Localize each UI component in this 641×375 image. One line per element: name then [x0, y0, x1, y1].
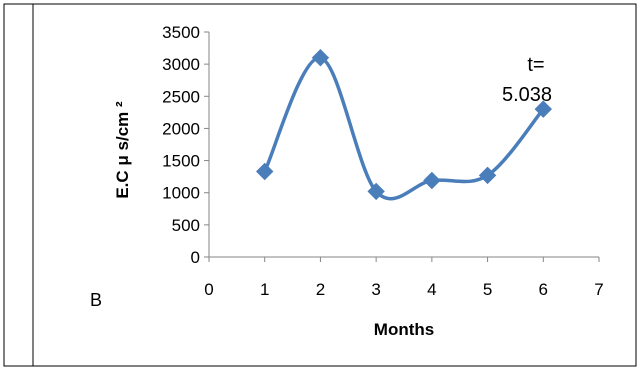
- data-point-marker: [256, 162, 274, 181]
- y-tick-label: 500: [172, 216, 200, 235]
- y-axis: 0 500 1000 1500 2000 2500 3000 3500: [162, 23, 210, 267]
- x-tick-label: 4: [427, 280, 436, 299]
- series: [256, 49, 552, 201]
- y-tick-label: 2500: [162, 87, 200, 106]
- data-point-marker: [311, 49, 330, 67]
- y-tick-label: 3000: [162, 55, 200, 74]
- x-axis: 0 1 2 3 4 5 6 7: [204, 256, 604, 299]
- y-tick-label: 2000: [162, 119, 200, 138]
- y-tick-label: 0: [191, 248, 200, 267]
- x-axis-title: Months: [374, 320, 434, 339]
- data-point-marker: [423, 171, 441, 190]
- x-tick-label: 7: [594, 280, 603, 299]
- data-point-marker: [367, 182, 385, 201]
- x-tick-label: 5: [483, 280, 492, 299]
- x-tick-label: 2: [316, 280, 325, 299]
- y-tick-label: 1500: [162, 152, 200, 171]
- data-point-marker: [478, 166, 497, 185]
- x-tick-label: 3: [371, 280, 380, 299]
- data-point-marker: [534, 100, 552, 118]
- x-tick-label: 1: [260, 280, 269, 299]
- y-tick-label: 3500: [162, 23, 200, 42]
- t-annotation-value: 5.038: [502, 84, 552, 106]
- x-tick-label: 6: [539, 280, 548, 299]
- y-axis-title: E.C μ s/cm ²: [113, 101, 132, 199]
- x-tick-label: 0: [204, 280, 213, 299]
- y-tick-label: 1000: [162, 184, 200, 203]
- panel-label: B: [90, 290, 102, 310]
- t-annotation-label: t=: [527, 54, 544, 76]
